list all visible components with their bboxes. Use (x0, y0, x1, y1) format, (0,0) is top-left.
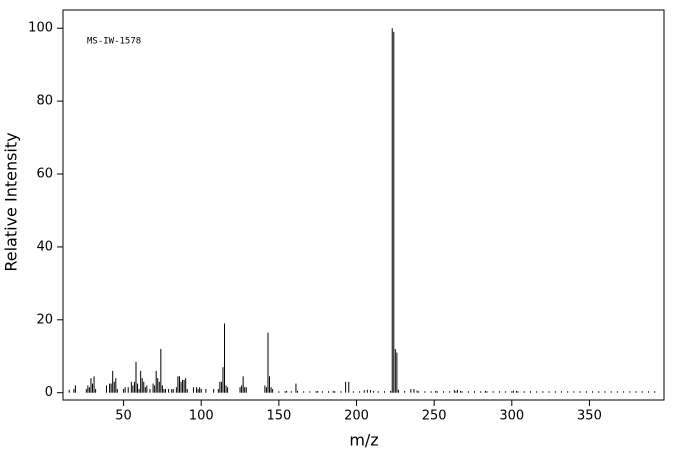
y-tick-label: 0 (45, 385, 53, 400)
x-tick-label: 250 (422, 409, 447, 424)
y-tick-label: 40 (36, 239, 53, 254)
x-tick-label: 300 (499, 409, 524, 424)
y-axis-label: Relative Intensity (2, 132, 21, 271)
x-tick-label: 100 (189, 409, 214, 424)
x-axis-label: m/z (349, 431, 378, 450)
plot-frame (62, 9, 665, 401)
annotation: MS-IW-1578 (87, 37, 141, 47)
y-tick-label: 20 (36, 312, 53, 327)
y-tick-label: 60 (36, 167, 53, 182)
x-tick-label: 350 (577, 409, 602, 424)
x-tick-label: 50 (115, 409, 132, 424)
x-tick-label: 200 (344, 409, 369, 424)
x-tick-label: 150 (266, 409, 291, 424)
y-tick-label: 100 (28, 21, 53, 36)
y-tick-label: 80 (36, 94, 53, 109)
